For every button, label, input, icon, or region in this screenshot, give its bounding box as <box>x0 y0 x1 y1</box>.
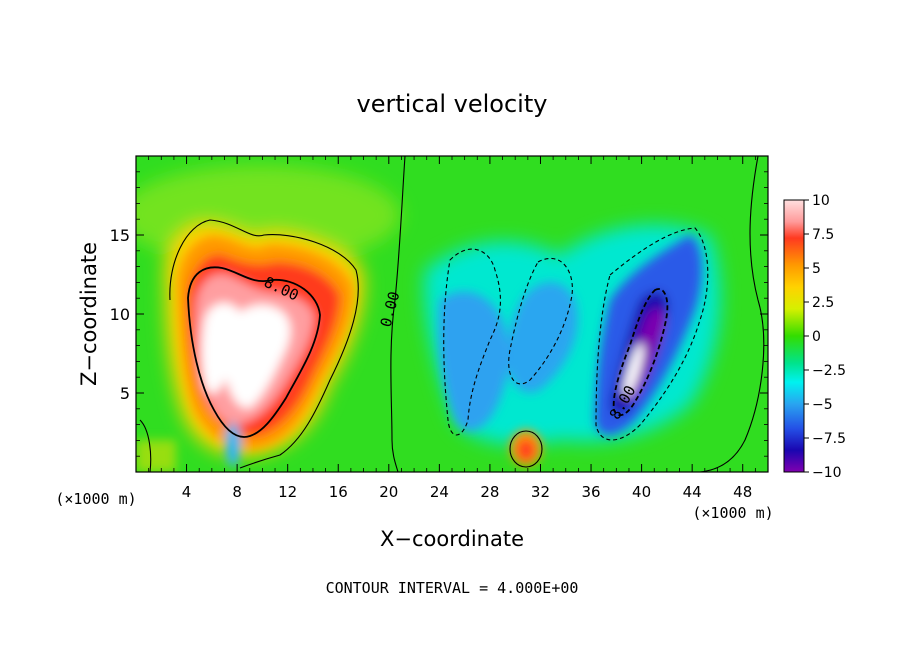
x-tick-label: 36 <box>581 483 600 501</box>
colorbar-tick-label: 5 <box>812 261 821 277</box>
colorbar-tick-label: −7.5 <box>812 431 846 447</box>
colorbar-tick-label: 0 <box>812 329 821 345</box>
y-tick-label: 5 <box>120 384 130 403</box>
colorbar-tick-label: 2.5 <box>812 295 834 311</box>
chart-title: vertical velocity <box>357 90 548 118</box>
colorbar-ticks: 10 7.5 5 2.5 0 −2.5 −5 −7.5 −10 <box>804 193 846 481</box>
contour-interval-note: CONTOUR INTERVAL = 4.000E+00 <box>326 579 579 597</box>
colorbar <box>783 199 805 473</box>
x-tick-label: 32 <box>531 483 550 501</box>
colorbar-tick-label: −10 <box>812 465 842 481</box>
x-tick-label: 40 <box>632 483 651 501</box>
y-axis-label: Z−coordinate <box>77 242 101 386</box>
colorbar-tick-label: 7.5 <box>812 227 834 243</box>
x-tick-label: 44 <box>683 483 702 501</box>
velocity-field <box>136 156 768 472</box>
y-tick-label: 15 <box>110 226 130 245</box>
x-tick-label: 12 <box>278 483 297 501</box>
y-tick-label: 10 <box>110 305 130 324</box>
x-unit-right: (×1000 m) <box>692 504 773 522</box>
contour-lines <box>139 156 765 472</box>
x-tick-label: 28 <box>480 483 499 501</box>
x-tick-label: 4 <box>182 483 192 501</box>
x-tick-label: 20 <box>379 483 398 501</box>
x-tick-label: 48 <box>733 483 752 501</box>
colorbar-tick-label: −2.5 <box>812 363 846 379</box>
y-axis: 5 10 15 <box>110 171 768 457</box>
x-tick-label: 8 <box>232 483 242 501</box>
colorbar-tick-label: 10 <box>812 193 830 209</box>
x-axis: 4 8 12 16 20 24 28 32 36 40 44 48 <box>148 156 756 501</box>
x-axis-label: X−coordinate <box>380 527 524 551</box>
x-tick-label: 24 <box>430 483 449 501</box>
x-unit-left: (×1000 m) <box>55 490 136 508</box>
x-tick-label: 16 <box>329 483 348 501</box>
colorbar-tick-label: −5 <box>812 397 833 413</box>
